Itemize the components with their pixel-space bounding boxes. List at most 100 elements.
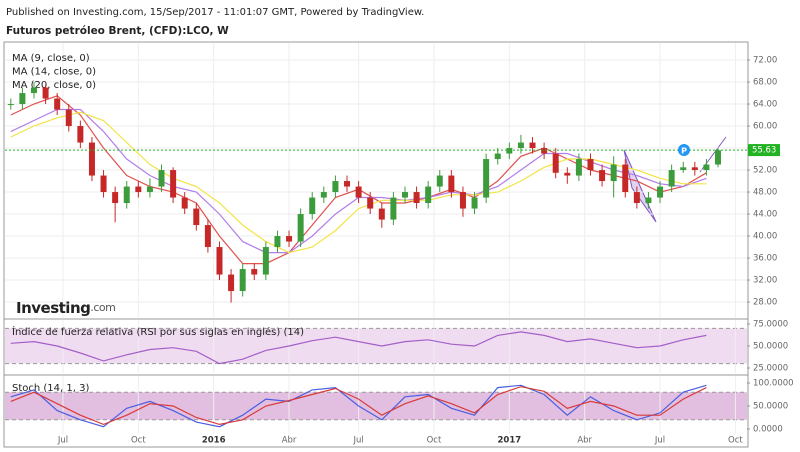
y-tick-label: 72.00 [753, 56, 777, 66]
candle-body [645, 197, 652, 204]
y-tick-label: 52.00 [753, 166, 777, 176]
legend-entry: MA (14, close, 0) [12, 67, 96, 78]
y-tick-label: 75.0000 [753, 319, 788, 329]
candle-body [239, 269, 246, 292]
x-tick-label: Jul [654, 436, 665, 446]
x-tick-label: 2016 [202, 436, 226, 446]
candle-body [112, 192, 119, 204]
candle-body [529, 142, 536, 149]
x-tick-label: 2017 [497, 436, 521, 446]
frame [3, 41, 749, 448]
candle-body [703, 164, 710, 171]
x-tick-label: Jul [352, 436, 363, 446]
candle-body [633, 192, 640, 204]
candle-body [77, 126, 84, 143]
candle-body [552, 153, 559, 173]
candle-body [65, 109, 72, 127]
candle-body [158, 170, 165, 187]
candle-body [100, 175, 107, 193]
candle-body [610, 164, 617, 182]
logo-suffix: .com [90, 301, 115, 314]
candle-body [204, 225, 211, 248]
y-tick-label: 64.00 [753, 100, 777, 110]
candle-body [135, 186, 142, 193]
candle-body [587, 159, 594, 171]
y-tick-label: 36.00 [753, 254, 777, 264]
x-tick-label: Oct [427, 436, 442, 446]
panel-title: Índice de fuerza relativa (RSI por sus s… [12, 325, 304, 338]
y-tick-label: 50.0000 [753, 401, 788, 411]
candle-body [378, 208, 385, 220]
y-tick-label: 32.00 [753, 276, 777, 286]
last-price-label: 55.63 [752, 146, 776, 156]
published-note: Published on Investing.com, 15/Sep/2017 … [6, 7, 424, 18]
candle-body [506, 148, 513, 154]
candle-body [123, 186, 130, 204]
last-price-box [748, 144, 780, 157]
x-tick-label: Jul [57, 436, 68, 446]
candle-body [494, 153, 501, 160]
event-icon[interactable] [678, 144, 690, 156]
candle-body [309, 197, 316, 215]
event-icon-label: P [681, 147, 687, 156]
candle-body [146, 186, 153, 193]
x-tick-label: Abr [282, 436, 297, 446]
candle-body [54, 98, 61, 110]
panel-title: Stoch (14, 1, 3) [12, 383, 89, 394]
candle-body [691, 167, 698, 171]
y-tick-label: 48.00 [753, 188, 777, 198]
candle-body [436, 175, 443, 187]
candle-body [181, 197, 188, 209]
x-tick-label: Oct [728, 436, 743, 446]
candle-body [541, 148, 548, 154]
candle-body [19, 93, 26, 105]
candle-body [251, 269, 258, 275]
candle-body [286, 236, 293, 242]
logo-name: Investing [16, 299, 90, 317]
y-tick-label: 0.0000 [753, 424, 783, 434]
candle-body [599, 170, 606, 182]
candle-body [355, 186, 362, 198]
candle-body [657, 186, 664, 198]
y-tick-label: 44.00 [753, 210, 777, 220]
y-tick-label: 40.00 [753, 232, 777, 242]
candle-body [483, 159, 490, 198]
y-tick-label: 28.00 [753, 298, 777, 308]
candle-body [228, 274, 235, 292]
candle-body [564, 172, 571, 176]
candle-body [30, 87, 37, 94]
x-tick-label: Abr [577, 436, 592, 446]
y-tick-label: 60.00 [753, 122, 777, 132]
candle-body [413, 192, 420, 204]
candle-body [274, 236, 281, 248]
candle-body [668, 170, 675, 187]
candle-body [7, 104, 14, 106]
y-tick-label: 25.0000 [753, 363, 788, 373]
candle-body [715, 150, 722, 165]
candle-body [575, 159, 582, 176]
candle-body [320, 192, 327, 198]
candle-body [262, 247, 269, 275]
candle-body [367, 197, 374, 209]
series-line [10, 386, 707, 426]
candle-body [42, 87, 49, 99]
candle-body [332, 181, 339, 193]
legend-entry: MA (20, close, 0) [12, 80, 96, 91]
y-tick-label: 68.00 [753, 78, 777, 88]
y-tick-label: 50.0000 [753, 341, 788, 351]
candle-body [448, 175, 455, 193]
candle-body [622, 164, 629, 193]
band [5, 392, 747, 420]
legend-entry: MA (9, close, 0) [12, 53, 90, 64]
candle-body [216, 247, 223, 275]
candle-body [401, 192, 408, 198]
candle-body [517, 142, 524, 149]
y-tick-label: 100.0000 [753, 378, 794, 388]
candle-body [471, 197, 478, 209]
chart-title: Futuros petróleo Brent, (CFD):LCO, W [6, 25, 229, 37]
candle-body [170, 170, 177, 198]
candle-body [459, 192, 466, 209]
candle-body [390, 197, 397, 220]
